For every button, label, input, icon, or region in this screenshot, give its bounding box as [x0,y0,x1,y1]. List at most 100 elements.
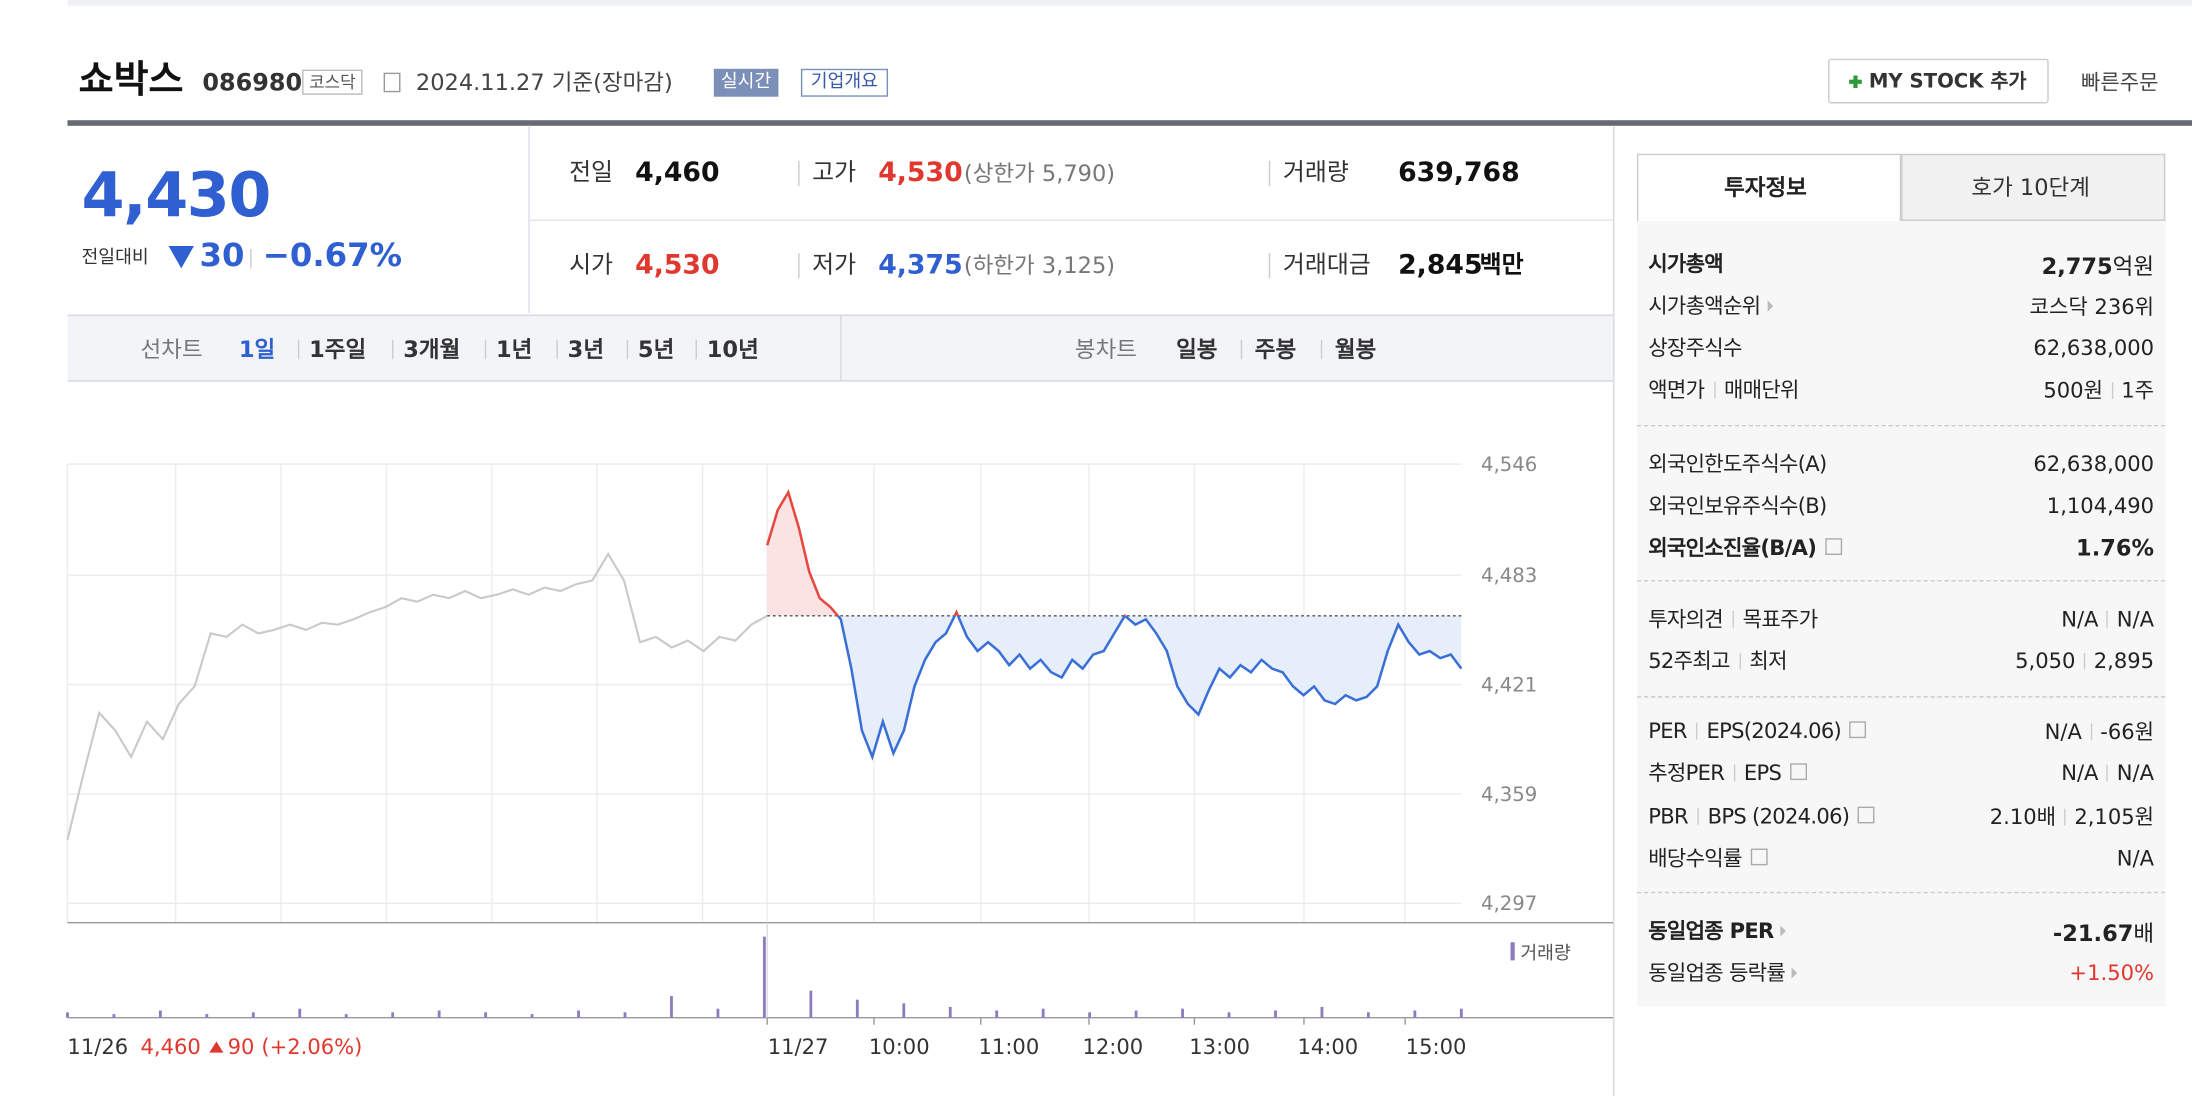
value-text: 62,638,000 [2033,451,2155,477]
market-badge: 코스닥 [302,69,363,96]
row-label: PBR [1648,803,1688,829]
volume-bar [344,1014,348,1018]
volume-bar [855,999,859,1018]
realtime-badge[interactable]: 실시간 [713,68,779,97]
separator [626,339,629,360]
summary-label: 저가 [812,251,857,280]
volume-bar [251,1012,255,1018]
quick-order[interactable]: 빠른주문 [2080,69,2159,96]
line-prev [66,551,768,841]
row-label: 최저 [1749,648,1787,674]
plus-v [1853,75,1858,89]
row-label: 추정PER [1648,760,1725,786]
line-chart-tab[interactable]: 선차트 [140,336,203,363]
separator [695,339,697,360]
period-tab[interactable]: 3년 [567,336,605,363]
period-tab[interactable]: 1주일 [309,336,367,363]
x-tick-label: 15:00 [1406,1034,1467,1059]
period-tab[interactable]: 1년 [496,336,533,363]
invest-tab-active[interactable] [1636,153,1902,221]
period-tab[interactable]: 5년 [637,336,675,363]
period-tab[interactable]: 1일 [238,336,276,363]
volume-bar [577,1010,580,1018]
row-label: 시가총액순위 [1648,293,1761,319]
row-label: BPS (2024.06) [1707,803,1850,829]
help-icon[interactable] [1849,721,1867,739]
row-label: 외국인보유주식수(B) [1648,493,1827,519]
help-icon[interactable] [1857,806,1875,824]
invest-tab-label[interactable]: 호가 10단계 [1971,173,2090,201]
summary-label: 거래대금 [1282,251,1371,280]
invest-tab-label[interactable]: 투자정보 [1724,173,1807,201]
summary-divider [529,219,1614,221]
stock-code: 086980 [202,69,303,98]
value-text: N/A [2061,606,2099,632]
value-text: N/A [2116,760,2155,786]
mystock-text[interactable]: MY STOCK 추가 [1868,70,2027,94]
summary-label: 거래량 [1282,159,1349,188]
summary-label: 고가 [812,159,857,188]
area-down [837,615,1462,757]
arrow-icon[interactable] [1780,925,1787,937]
volume-bar [1041,1008,1045,1018]
separator [1268,160,1271,186]
separator [1739,652,1741,670]
volume-bar [1227,1012,1231,1018]
help-icon[interactable] [1750,848,1767,866]
row-value: +1.50% [2069,960,2154,985]
volume-bar [623,1012,627,1018]
volume-bar [66,1012,69,1018]
mystock-button[interactable] [1828,58,2049,104]
row-label: 액면가 [1648,377,1705,403]
row-value: N/A N/A [2061,607,2154,632]
base-date: 2024.11.27 기준(장마감) [415,69,673,96]
candle-tab[interactable]: 월봉 [1334,336,1377,363]
volume-bar [391,1012,395,1018]
volume-bar [995,1010,999,1018]
calendar-icon [383,72,401,93]
period-tab[interactable]: 10년 [706,336,759,363]
value-unit: 배 [2133,919,2155,947]
separator [1733,764,1736,782]
volume-bar [298,1008,302,1018]
separator [798,160,800,186]
volume-bar [205,1014,209,1018]
change-label: 전일대비 [81,247,149,269]
volume-bar [112,1014,116,1018]
current-price: 4,430 [81,160,271,232]
row-value: 코스닥 236위 [2030,291,2155,320]
row-label: 배당수익률 [1648,845,1742,871]
candle-tab[interactable]: 일봉 [1176,336,1218,363]
x-tick-label: 11/27 [768,1034,829,1059]
row-value: -21.67배 [2053,914,2154,948]
row-value: 2.10배 2,105원 [1990,802,2154,831]
candle-chart-tab[interactable]: 봉차트 [1074,336,1137,363]
overview-button[interactable]: 기업개요 [800,68,888,97]
help-icon[interactable] [1824,538,1842,555]
group-divider [1636,696,2166,698]
arrow-icon[interactable] [1767,300,1774,312]
help-icon[interactable] [1789,763,1807,781]
value-text: 2,105원 [2074,804,2155,830]
y-tick-label: 4,359 [1481,783,1537,806]
value-text: 2,775억원 [2041,253,2155,280]
value-text: 코스닥 236위 [2029,294,2155,320]
separator [392,339,394,360]
volume-bar [1459,1008,1463,1018]
summary-value: 4,530 [878,157,963,189]
summary-value: 4,375 [878,249,963,281]
arrow-icon[interactable] [1792,967,1798,979]
separator [2083,652,2086,670]
invest-tab[interactable] [1901,153,2166,221]
candle-tab[interactable]: 주봉 [1254,336,1297,363]
period-tab[interactable]: 3개월 [403,336,461,363]
volume-bar [670,996,673,1018]
value-text: N/A [2061,760,2099,786]
volume-bar [948,1006,952,1018]
value-text: N/A [2116,845,2155,871]
row-value: 5,050 2,895 [2015,649,2154,674]
separator [1714,381,1716,399]
group-divider [1636,891,2166,894]
